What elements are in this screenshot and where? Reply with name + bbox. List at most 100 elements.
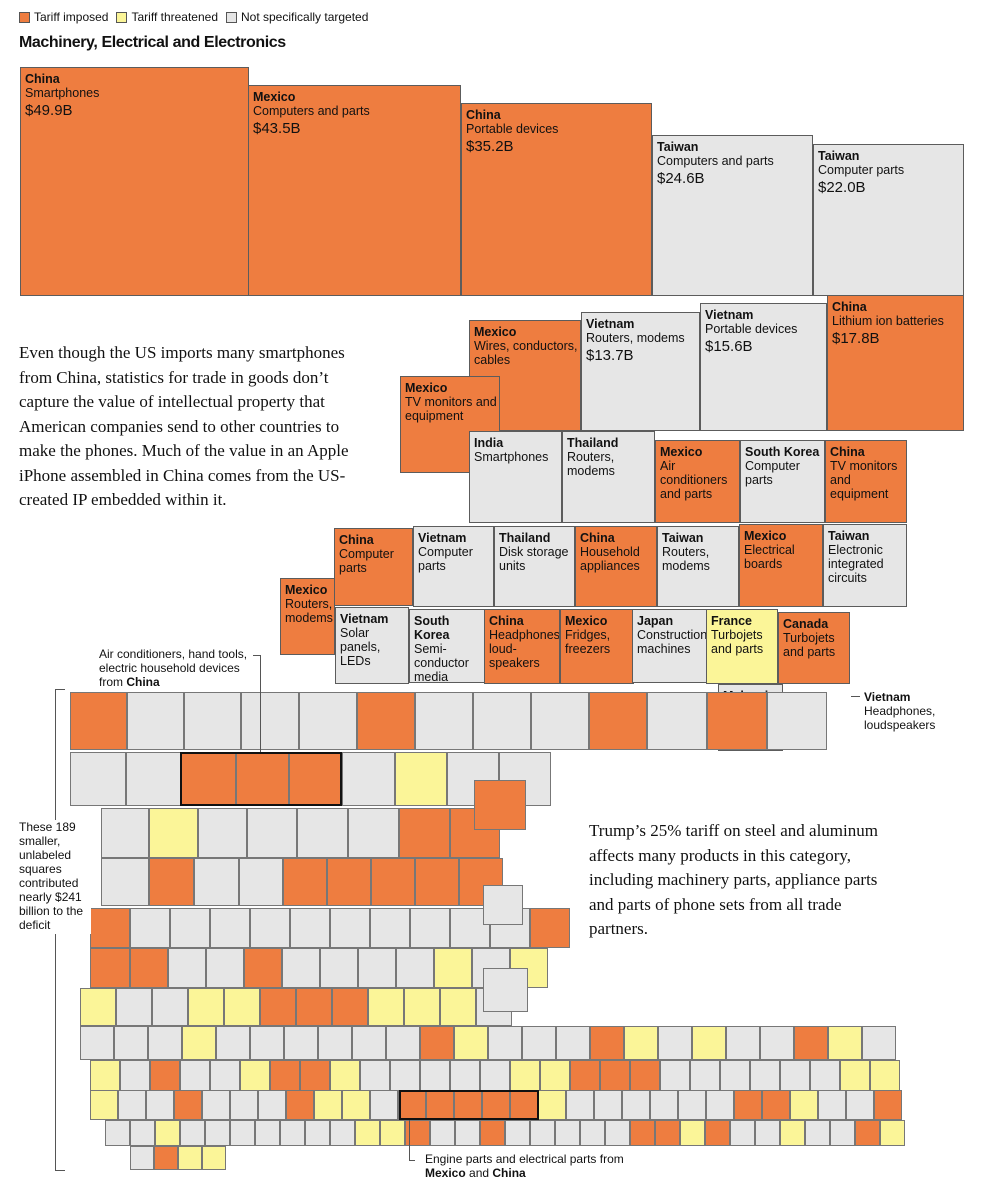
small-square: [810, 1060, 840, 1092]
small-square: [540, 1060, 570, 1092]
small-square: [258, 1090, 286, 1120]
tile-country: Taiwan: [662, 531, 704, 545]
small-square: [630, 1060, 660, 1092]
small-square: [705, 1120, 730, 1146]
small-square: [398, 1090, 426, 1120]
small-square: [182, 1026, 216, 1060]
small-square: [600, 1060, 630, 1092]
small-square: [505, 1120, 530, 1146]
small-square: [116, 988, 152, 1026]
small-square: [118, 1090, 146, 1120]
tile-country: Mexico: [660, 445, 703, 459]
legend-swatch-not-targeted: [226, 11, 237, 23]
small-square: [320, 948, 358, 988]
small-square: [90, 908, 130, 948]
small-square: [647, 692, 707, 750]
tile-value: $35.2B: [466, 138, 514, 155]
tile: South Korea Semi-conductor media: [409, 609, 486, 683]
small-square: [480, 1060, 510, 1092]
small-square: [240, 1060, 270, 1092]
small-square: [127, 692, 184, 750]
small-square: [655, 1120, 680, 1146]
tile: Thailand Disk storage units: [494, 526, 575, 607]
tile: Taiwan Computer parts $22.0B: [813, 144, 964, 296]
small-square: [270, 1060, 300, 1092]
small-square: [450, 908, 490, 948]
small-square: [762, 1090, 790, 1120]
tile-country: Taiwan: [657, 140, 699, 154]
small-square: [202, 1146, 226, 1170]
tile-country: China: [339, 533, 374, 547]
small-square: [299, 692, 357, 750]
tile-country: India: [474, 436, 504, 450]
tile-value: $22.0B: [818, 179, 866, 196]
small-square: [767, 692, 827, 750]
legend: Tariff imposed Tariff threatened Not spe…: [19, 10, 376, 24]
tile-product: Computer parts: [339, 547, 394, 575]
small-square: [855, 1120, 880, 1146]
small-square: [230, 1090, 258, 1120]
annotation-air-conditioners-text: Air conditioners, hand tools, electric h…: [99, 647, 248, 689]
tile-country: Vietnam: [340, 612, 389, 626]
small-square: [314, 1090, 342, 1120]
small-square: [210, 908, 250, 948]
tile-country: Thailand: [499, 531, 551, 545]
small-square: [178, 1146, 202, 1170]
tile-country: Japan: [637, 614, 674, 628]
annotation-air-conditioners: Air conditioners, hand tools, electric h…: [99, 647, 259, 689]
small-square: [120, 1060, 150, 1092]
small-square: [420, 1026, 454, 1060]
tile: Taiwan Electronic integrated circuits: [823, 524, 907, 607]
small-square: [90, 948, 130, 988]
small-square: [318, 1026, 352, 1060]
tile-product: Portable devices: [466, 122, 559, 136]
small-square: [840, 1060, 870, 1092]
small-square: [450, 1060, 480, 1092]
small-square: [555, 1120, 580, 1146]
tile-product: Computer parts: [818, 163, 905, 177]
tile-country: China: [25, 72, 60, 86]
tile-product: TV monitors and equipment: [405, 395, 497, 423]
small-square: [530, 1120, 555, 1146]
tile: China Portable devices $35.2B: [461, 103, 652, 296]
small-square: [180, 1120, 205, 1146]
small-square: [594, 1090, 622, 1120]
small-square: [300, 1060, 330, 1092]
tile-country: China: [489, 614, 524, 628]
small-square: [556, 1026, 590, 1060]
small-square: [342, 1090, 370, 1120]
tile-country: Vietnam: [705, 308, 754, 322]
small-square: [720, 1060, 750, 1092]
small-square: [210, 1060, 240, 1092]
paragraph-steel-tariff: Trump’s 25% tariff on steel and aluminum…: [589, 821, 878, 938]
tile-value: $17.8B: [832, 330, 880, 347]
small-square: [130, 908, 170, 948]
small-square: [880, 1120, 905, 1146]
small-square: [874, 1090, 902, 1120]
small-square: [415, 692, 473, 750]
tile-country: France: [711, 614, 752, 628]
small-square: [286, 1090, 314, 1120]
small-square: [734, 1090, 762, 1120]
small-square: [150, 1060, 180, 1092]
tile-product: Computer parts: [745, 459, 800, 487]
small-square: [371, 858, 415, 906]
small-square: [570, 1060, 600, 1092]
small-square: [862, 1026, 896, 1060]
tile: India Smartphones: [469, 431, 562, 523]
tile-product: Household appliances: [580, 545, 640, 573]
small-square: [260, 988, 296, 1026]
tile: Vietnam Solar panels, LEDs: [335, 607, 409, 684]
legend-label-threatened: Tariff threatened: [131, 10, 218, 24]
small-square: [360, 1060, 390, 1092]
bracket-top: [55, 689, 65, 690]
small-square: [70, 692, 127, 750]
small-square: [870, 1060, 900, 1092]
small-square: [239, 858, 283, 906]
small-square: [80, 1026, 114, 1060]
tile-country: China: [466, 108, 501, 122]
small-square: [480, 1120, 505, 1146]
small-square: [194, 858, 239, 906]
small-square: [184, 692, 241, 750]
small-square: [170, 908, 210, 948]
